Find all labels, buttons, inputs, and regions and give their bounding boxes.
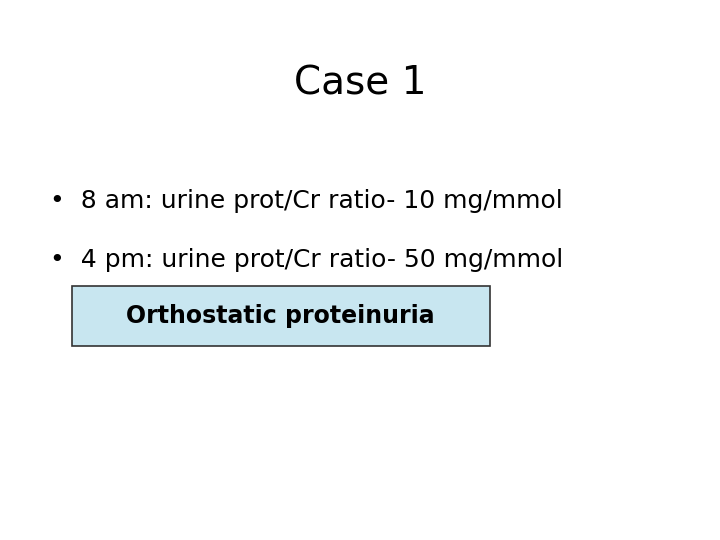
Text: Orthostatic proteinuria: Orthostatic proteinuria bbox=[127, 304, 435, 328]
FancyBboxPatch shape bbox=[72, 286, 490, 346]
Text: Case 1: Case 1 bbox=[294, 65, 426, 103]
Text: •  8 am: urine prot/Cr ratio- 10 mg/mmol: • 8 am: urine prot/Cr ratio- 10 mg/mmol bbox=[50, 189, 563, 213]
Text: •  4 pm: urine prot/Cr ratio- 50 mg/mmol: • 4 pm: urine prot/Cr ratio- 50 mg/mmol bbox=[50, 248, 564, 272]
